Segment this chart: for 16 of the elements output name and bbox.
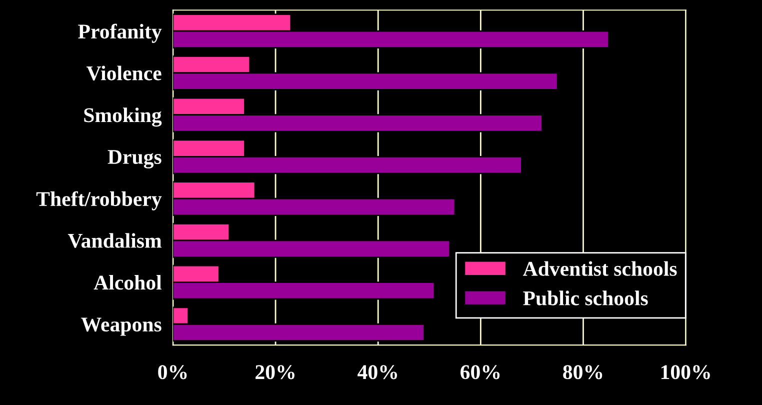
y-tick-label: Drugs (108, 150, 162, 168)
y-tick-label: Profanity (78, 24, 162, 43)
x-tick-label: 80% (563, 365, 602, 380)
x-tick-label: 40% (358, 365, 397, 380)
legend-label: Public schools (523, 290, 648, 306)
y-tick-label: Vandalism (68, 233, 162, 248)
y-tick-label: Weapons (81, 318, 162, 336)
legend-label: Adventist schools (522, 261, 677, 276)
x-tick-label: 100% (661, 365, 710, 380)
y-tick-label: Smoking (84, 108, 162, 127)
y-tick-label: Violence (86, 66, 162, 80)
x-tick-label: 0% (158, 365, 187, 380)
y-tick-label: Theft/robbery (36, 191, 162, 210)
x-tick-label: 20% (256, 365, 294, 380)
y-tick-label: Alcohol (94, 275, 162, 290)
x-tick-label: 60% (460, 365, 500, 380)
